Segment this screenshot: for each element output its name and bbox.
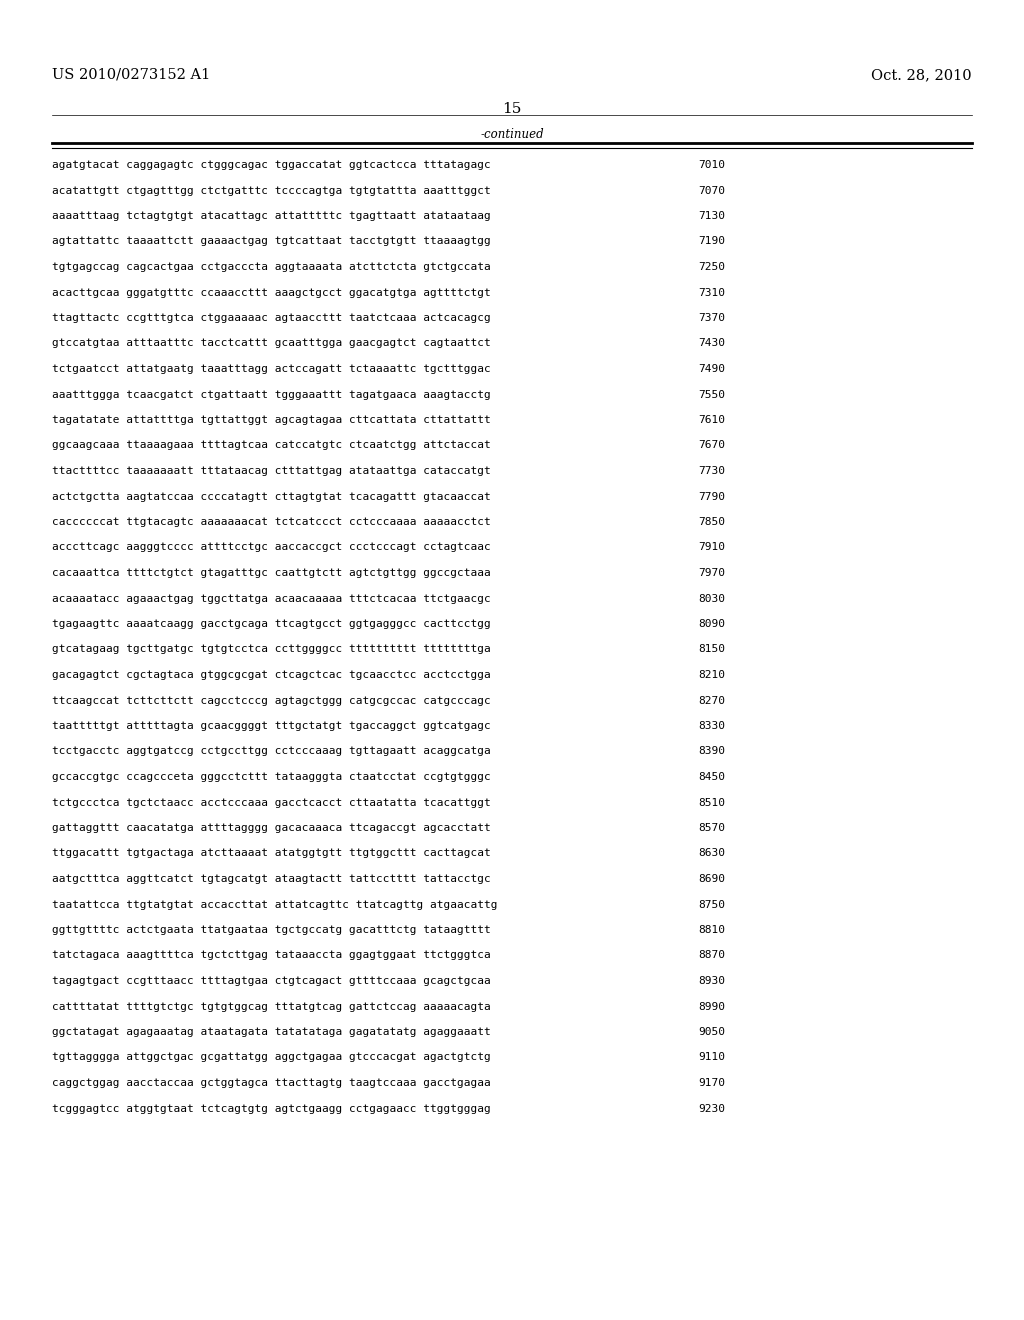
Text: 7670: 7670 (698, 441, 725, 450)
Text: US 2010/0273152 A1: US 2010/0273152 A1 (52, 69, 210, 82)
Text: 7370: 7370 (698, 313, 725, 323)
Text: tgagaagttc aaaatcaagg gacctgcaga ttcagtgcct ggtgagggcc cacttcctgg: tgagaagttc aaaatcaagg gacctgcaga ttcagtg… (52, 619, 490, 630)
Text: 8930: 8930 (698, 975, 725, 986)
Text: tctgaatcct attatgaatg taaatttagg actccagatt tctaaaattc tgctttggac: tctgaatcct attatgaatg taaatttagg actccag… (52, 364, 490, 374)
Text: ttacttttcc taaaaaaatt tttataacag ctttattgag atataattga cataccatgt: ttacttttcc taaaaaaatt tttataacag ctttatt… (52, 466, 490, 477)
Text: ttagttactc ccgtttgtca ctggaaaaac agtaaccttt taatctcaaa actcacagcg: ttagttactc ccgtttgtca ctggaaaaac agtaacc… (52, 313, 490, 323)
Text: 8990: 8990 (698, 1002, 725, 1011)
Text: gtcatagaag tgcttgatgc tgtgtcctca ccttggggcc tttttttttt ttttttttga: gtcatagaag tgcttgatgc tgtgtcctca ccttggg… (52, 644, 490, 655)
Text: 9170: 9170 (698, 1078, 725, 1088)
Text: agtattattc taaaattctt gaaaactgag tgtcattaat tacctgtgtt ttaaaagtgg: agtattattc taaaattctt gaaaactgag tgtcatt… (52, 236, 490, 247)
Text: ggcaagcaaa ttaaaagaaa ttttagtcaa catccatgtc ctcaatctgg attctaccat: ggcaagcaaa ttaaaagaaa ttttagtcaa catccat… (52, 441, 490, 450)
Text: 7250: 7250 (698, 261, 725, 272)
Text: 7730: 7730 (698, 466, 725, 477)
Text: 8150: 8150 (698, 644, 725, 655)
Text: acccttcagc aagggtcccc attttcctgc aaccaccgct ccctcccagt cctagtcaac: acccttcagc aagggtcccc attttcctgc aaccacc… (52, 543, 490, 553)
Text: tcgggagtcc atggtgtaat tctcagtgtg agtctgaagg cctgagaacc ttggtgggag: tcgggagtcc atggtgtaat tctcagtgtg agtctga… (52, 1104, 490, 1114)
Text: 8390: 8390 (698, 747, 725, 756)
Text: caccccccat ttgtacagtc aaaaaaacat tctcatccct cctcccaaaa aaaaacctct: caccccccat ttgtacagtc aaaaaaacat tctcatc… (52, 517, 490, 527)
Text: taatattcca ttgtatgtat accaccttat attatcagttc ttatcagttg atgaacattg: taatattcca ttgtatgtat accaccttat attatca… (52, 899, 498, 909)
Text: tgtgagccag cagcactgaa cctgacccta aggtaaaata atcttctcta gtctgccata: tgtgagccag cagcactgaa cctgacccta aggtaaa… (52, 261, 490, 272)
Text: 7190: 7190 (698, 236, 725, 247)
Text: aaaatttaag tctagtgtgt atacattagc attatttttc tgagttaatt atataataag: aaaatttaag tctagtgtgt atacattagc attattt… (52, 211, 490, 220)
Text: 7070: 7070 (698, 186, 725, 195)
Text: 8510: 8510 (698, 797, 725, 808)
Text: 8270: 8270 (698, 696, 725, 705)
Text: 8330: 8330 (698, 721, 725, 731)
Text: gattaggttt caacatatga attttagggg gacacaaaca ttcagaccgt agcacctatt: gattaggttt caacatatga attttagggg gacacaa… (52, 822, 490, 833)
Text: 7610: 7610 (698, 414, 725, 425)
Text: ggttgttttc actctgaata ttatgaataa tgctgccatg gacatttctg tataagtttt: ggttgttttc actctgaata ttatgaataa tgctgcc… (52, 925, 490, 935)
Text: taatttttgt atttttagta gcaacggggt tttgctatgt tgaccaggct ggtcatgagc: taatttttgt atttttagta gcaacggggt tttgcta… (52, 721, 490, 731)
Text: caggctggag aacctaccaa gctggtagca ttacttagtg taagtccaaa gacctgagaa: caggctggag aacctaccaa gctggtagca ttactta… (52, 1078, 490, 1088)
Text: 8750: 8750 (698, 899, 725, 909)
Text: tcctgacctc aggtgatccg cctgccttgg cctcccaaag tgttagaatt acaggcatga: tcctgacctc aggtgatccg cctgccttgg cctccca… (52, 747, 490, 756)
Text: tagagtgact ccgtttaacc ttttagtgaa ctgtcagact gttttccaaa gcagctgcaa: tagagtgact ccgtttaacc ttttagtgaa ctgtcag… (52, 975, 490, 986)
Text: actctgctta aagtatccaa ccccatagtt cttagtgtat tcacagattt gtacaaccat: actctgctta aagtatccaa ccccatagtt cttagtg… (52, 491, 490, 502)
Text: Oct. 28, 2010: Oct. 28, 2010 (871, 69, 972, 82)
Text: aatgctttca aggttcatct tgtagcatgt ataagtactt tattcctttt tattacctgc: aatgctttca aggttcatct tgtagcatgt ataagta… (52, 874, 490, 884)
Text: 8210: 8210 (698, 671, 725, 680)
Text: 8870: 8870 (698, 950, 725, 961)
Text: 8810: 8810 (698, 925, 725, 935)
Text: gccaccgtgc ccagccceta gggcctcttt tataagggta ctaatcctat ccgtgtgggc: gccaccgtgc ccagccceta gggcctcttt tataagg… (52, 772, 490, 781)
Text: 15: 15 (503, 102, 521, 116)
Text: aaatttggga tcaacgatct ctgattaatt tgggaaattt tagatgaaca aaagtacctg: aaatttggga tcaacgatct ctgattaatt tgggaaa… (52, 389, 490, 400)
Text: 8030: 8030 (698, 594, 725, 603)
Text: 8090: 8090 (698, 619, 725, 630)
Text: 9230: 9230 (698, 1104, 725, 1114)
Text: 7430: 7430 (698, 338, 725, 348)
Text: tgttagggga attggctgac gcgattatgg aggctgagaa gtcccacgat agactgtctg: tgttagggga attggctgac gcgattatgg aggctga… (52, 1052, 490, 1063)
Text: gacagagtct cgctagtaca gtggcgcgat ctcagctcac tgcaacctcc acctcctgga: gacagagtct cgctagtaca gtggcgcgat ctcagct… (52, 671, 490, 680)
Text: acacttgcaa gggatgtttc ccaaaccttt aaagctgcct ggacatgtga agttttctgt: acacttgcaa gggatgtttc ccaaaccttt aaagctg… (52, 288, 490, 297)
Text: 8630: 8630 (698, 849, 725, 858)
Text: 9110: 9110 (698, 1052, 725, 1063)
Text: 7790: 7790 (698, 491, 725, 502)
Text: -continued: -continued (480, 128, 544, 141)
Text: acatattgtt ctgagtttgg ctctgatttc tccccagtga tgtgtattta aaatttggct: acatattgtt ctgagtttgg ctctgatttc tccccag… (52, 186, 490, 195)
Text: 7970: 7970 (698, 568, 725, 578)
Text: 8690: 8690 (698, 874, 725, 884)
Text: tagatatate attattttga tgttattggt agcagtagaa cttcattata cttattattt: tagatatate attattttga tgttattggt agcagta… (52, 414, 490, 425)
Text: 7310: 7310 (698, 288, 725, 297)
Text: 7910: 7910 (698, 543, 725, 553)
Text: 7130: 7130 (698, 211, 725, 220)
Text: 7850: 7850 (698, 517, 725, 527)
Text: ttggacattt tgtgactaga atcttaaaat atatggtgtt ttgtggcttt cacttagcat: ttggacattt tgtgactaga atcttaaaat atatggt… (52, 849, 490, 858)
Text: tctgccctca tgctctaacc acctcccaaa gacctcacct cttaatatta tcacattggt: tctgccctca tgctctaacc acctcccaaa gacctca… (52, 797, 490, 808)
Text: acaaaatacc agaaactgag tggcttatga acaacaaaaa tttctcacaa ttctgaacgc: acaaaatacc agaaactgag tggcttatga acaacaa… (52, 594, 490, 603)
Text: agatgtacat caggagagtc ctgggcagac tggaccatat ggtcactcca tttatagagc: agatgtacat caggagagtc ctgggcagac tggacca… (52, 160, 490, 170)
Text: 8570: 8570 (698, 822, 725, 833)
Text: ttcaagccat tcttcttctt cagcctcccg agtagctggg catgcgccac catgcccagc: ttcaagccat tcttcttctt cagcctcccg agtagct… (52, 696, 490, 705)
Text: 7010: 7010 (698, 160, 725, 170)
Text: tatctagaca aaagttttca tgctcttgag tataaaccta ggagtggaat ttctgggtca: tatctagaca aaagttttca tgctcttgag tataaac… (52, 950, 490, 961)
Text: 7550: 7550 (698, 389, 725, 400)
Text: cattttatat ttttgtctgc tgtgtggcag tttatgtcag gattctccag aaaaacagta: cattttatat ttttgtctgc tgtgtggcag tttatgt… (52, 1002, 490, 1011)
Text: cacaaattca ttttctgtct gtagatttgc caattgtctt agtctgttgg ggccgctaaa: cacaaattca ttttctgtct gtagatttgc caattgt… (52, 568, 490, 578)
Text: 8450: 8450 (698, 772, 725, 781)
Text: ggctatagat agagaaatag ataatagata tatatataga gagatatatg agaggaaatt: ggctatagat agagaaatag ataatagata tatatat… (52, 1027, 490, 1038)
Text: 7490: 7490 (698, 364, 725, 374)
Text: 9050: 9050 (698, 1027, 725, 1038)
Text: gtccatgtaa atttaatttc tacctcattt gcaatttgga gaacgagtct cagtaattct: gtccatgtaa atttaatttc tacctcattt gcaattt… (52, 338, 490, 348)
